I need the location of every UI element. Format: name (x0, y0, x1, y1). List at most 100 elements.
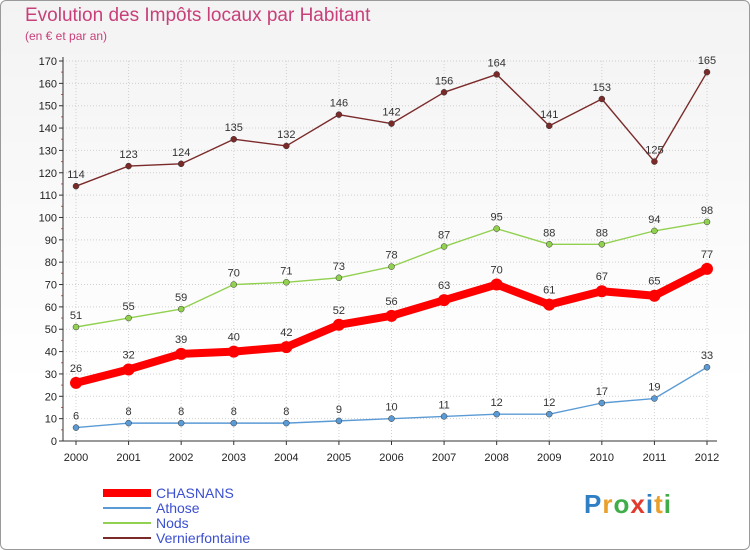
x-tick-label: 2002 (169, 452, 193, 464)
x-tick-label: 2003 (222, 452, 246, 464)
data-label-athose: 8 (231, 406, 237, 418)
y-tick-label: 30 (45, 369, 57, 381)
y-tick-label: 40 (45, 347, 57, 359)
data-label-chasnans: 52 (333, 305, 345, 317)
x-tick-label: 2011 (643, 452, 667, 464)
data-label-chasnans: 40 (228, 332, 240, 344)
data-point-vernierfontaine (283, 142, 290, 150)
data-point-chasnans (227, 345, 240, 358)
data-label-nods: 95 (491, 212, 503, 224)
data-label-athose: 8 (126, 406, 132, 418)
data-label-nods: 55 (122, 301, 134, 313)
x-tick-label: 2009 (537, 452, 561, 464)
data-point-vernierfontaine (72, 182, 80, 190)
y-tick-label: 90 (45, 235, 57, 247)
data-point-chasnans (385, 309, 398, 322)
data-point-nods (230, 281, 237, 288)
data-label-vernierfontaine: 123 (119, 149, 137, 161)
data-point-vernierfontaine (440, 89, 448, 96)
x-tick-label: 2007 (432, 452, 456, 464)
y-tick-label: 60 (45, 302, 57, 314)
data-point-nods (440, 243, 448, 250)
data-point-vernierfontaine (230, 135, 237, 143)
data-point-athose (283, 419, 290, 427)
data-label-vernierfontaine: 164 (487, 57, 505, 69)
data-point-chasnans (70, 376, 82, 389)
data-point-athose (125, 419, 132, 427)
x-tick-label: 2000 (64, 452, 88, 464)
data-label-vernierfontaine: 125 (645, 145, 663, 157)
data-label-athose: 10 (385, 402, 397, 414)
data-label-athose: 8 (178, 406, 184, 418)
data-point-athose (493, 410, 500, 418)
data-label-athose: 6 (73, 411, 79, 423)
data-label-chasnans: 65 (648, 276, 660, 288)
data-label-vernierfontaine: 142 (382, 107, 400, 119)
data-point-chasnans (175, 347, 188, 360)
data-point-chasnans (122, 363, 135, 376)
data-label-nods: 94 (648, 214, 660, 226)
x-tick-label: 2004 (274, 452, 298, 464)
data-label-athose: 19 (648, 382, 660, 394)
x-tick-label: 2010 (590, 452, 614, 464)
axes: 0 10 20 30 40 50 60 70 80 90 100 110 120 130 140 150 160… (39, 56, 720, 464)
data-label-nods: 78 (385, 250, 397, 262)
data-point-vernierfontaine (335, 111, 343, 118)
data-point-athose (546, 410, 553, 418)
x-tick-label: 2006 (379, 452, 403, 464)
data-label-nods: 59 (175, 292, 187, 304)
data-point-chasnans (648, 289, 661, 302)
data-point-athose (703, 363, 711, 371)
data-point-chasnans (543, 298, 556, 311)
data-point-nods (283, 279, 290, 286)
chart-title: Evolution des Impôts locaux par Habitant (25, 5, 371, 26)
data-point-nods (598, 241, 606, 248)
data-point-athose (440, 413, 448, 420)
y-tick-label: 10 (45, 414, 57, 426)
y-tick-label: 0 (51, 436, 57, 448)
data-label-nods: 98 (701, 205, 713, 217)
y-tick-label: 100 (39, 212, 57, 224)
data-label-chasnans: 42 (280, 327, 292, 339)
data-label-athose: 33 (701, 350, 713, 362)
data-label-vernierfontaine: 141 (540, 109, 558, 121)
data-label-chasnans: 70 (491, 265, 503, 277)
data-point-chasnans (701, 262, 713, 275)
data-point-vernierfontaine (651, 158, 658, 165)
data-point-athose (388, 415, 395, 422)
x-tick-label: 2001 (116, 452, 140, 464)
data-point-nods (335, 274, 343, 282)
y-tick-label: 130 (39, 145, 57, 157)
data-label-chasnans: 32 (122, 349, 134, 361)
data-label-chasnans: 61 (543, 285, 555, 297)
y-tick-label: 140 (39, 123, 57, 135)
y-tick-label: 20 (45, 391, 57, 403)
data-point-nods (703, 218, 711, 226)
data-point-nods (493, 225, 500, 232)
data-point-vernierfontaine (125, 162, 132, 170)
data-point-nods (651, 227, 658, 235)
data-point-athose (651, 395, 658, 402)
data-label-athose: 17 (596, 386, 608, 398)
y-tick-label: 160 (39, 78, 57, 90)
data-point-chasnans (595, 285, 608, 298)
x-tick-label: 2008 (484, 452, 508, 464)
chart-subtitle: (en € et par an) (25, 29, 108, 43)
data-label-athose: 12 (543, 397, 555, 409)
data-point-vernierfontaine (388, 120, 395, 127)
data-point-chasnans (332, 318, 345, 331)
data-label-vernierfontaine: 146 (330, 98, 348, 110)
data-label-vernierfontaine: 153 (593, 82, 611, 94)
data-label-athose: 12 (491, 397, 503, 409)
data-point-nods (125, 314, 132, 322)
data-label-chasnans: 26 (70, 363, 82, 375)
data-point-vernierfontaine (703, 68, 711, 76)
data-label-nods: 73 (333, 261, 345, 273)
data-point-vernierfontaine (546, 122, 553, 130)
data-point-athose (72, 424, 80, 431)
y-tick-label: 80 (45, 257, 57, 269)
proxiti-logo: Proxiti (584, 489, 672, 519)
y-tick-label: 150 (39, 101, 57, 113)
